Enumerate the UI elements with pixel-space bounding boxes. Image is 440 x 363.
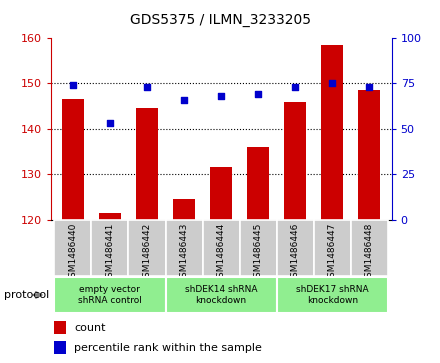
Point (180, 97, 187, 103)
Bar (62, 99, 84, 220)
Point (143, 84, 150, 90)
Point (70, 82, 77, 88)
Bar (165, 220, 202, 276)
Point (218, 93, 225, 99)
Text: GSM1486445: GSM1486445 (254, 223, 263, 283)
Bar (54, 220, 92, 276)
Text: protocol: protocol (4, 290, 50, 300)
Bar (321, 45, 343, 220)
Bar (277, 220, 314, 276)
Text: shDEK14 shRNA
knockdown: shDEK14 shRNA knockdown (185, 285, 257, 305)
Bar (202, 220, 240, 276)
Bar (54, 277, 165, 313)
Bar (54, 341, 66, 354)
Bar (351, 220, 388, 276)
Point (292, 84, 299, 90)
Bar (358, 90, 381, 220)
Bar (284, 102, 306, 220)
Text: shDEK17 shRNA
knockdown: shDEK17 shRNA knockdown (296, 285, 369, 305)
Text: count: count (74, 323, 106, 333)
Bar (277, 277, 388, 313)
Bar (136, 109, 158, 220)
Text: GSM1486442: GSM1486442 (143, 223, 151, 283)
Bar (210, 167, 232, 220)
Bar (314, 220, 351, 276)
Text: GSM1486440: GSM1486440 (68, 223, 77, 283)
Point (366, 84, 373, 90)
Text: GDS5375 / ILMN_3233205: GDS5375 / ILMN_3233205 (129, 13, 311, 27)
Bar (240, 220, 277, 276)
Bar (99, 213, 121, 220)
Bar (165, 277, 277, 313)
Point (329, 81, 336, 86)
Bar (247, 147, 269, 220)
Text: GSM1486441: GSM1486441 (106, 223, 114, 283)
Text: GSM1486447: GSM1486447 (328, 223, 337, 283)
Bar (54, 321, 66, 334)
Bar (128, 220, 165, 276)
Text: empty vector
shRNA control: empty vector shRNA control (78, 285, 142, 305)
Text: percentile rank within the sample: percentile rank within the sample (74, 343, 262, 353)
Point (106, 121, 114, 126)
Bar (92, 220, 128, 276)
Bar (173, 199, 195, 220)
Point (255, 91, 262, 97)
Text: GSM1486444: GSM1486444 (216, 223, 226, 283)
Text: GSM1486448: GSM1486448 (365, 223, 374, 283)
Text: GSM1486443: GSM1486443 (180, 223, 188, 283)
Text: GSM1486446: GSM1486446 (291, 223, 300, 283)
